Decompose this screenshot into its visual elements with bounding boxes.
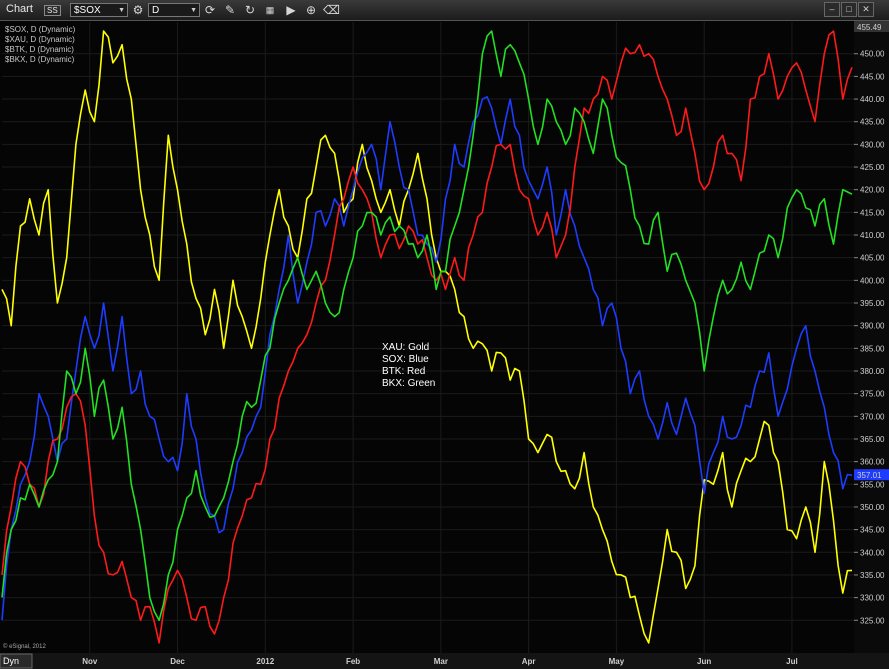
annotation-sox: SOX: Blue: [382, 354, 429, 365]
time-tick-label: Nov: [82, 657, 98, 666]
price-tick-label: 450.00: [860, 50, 885, 59]
zoom-icon[interactable]: ⊕: [305, 3, 317, 17]
last-value-label: 357.01: [857, 471, 882, 480]
time-tick-label: Mar: [434, 657, 448, 666]
price-tick-label: 385.00: [860, 344, 885, 353]
top-price-badge: [854, 21, 889, 32]
top-price-label: 455.49: [857, 23, 882, 32]
play-icon[interactable]: ▶: [286, 3, 296, 17]
price-tick-label: 390.00: [860, 322, 885, 331]
last-value-badge: [854, 469, 889, 481]
close-button[interactable]: ✕: [858, 2, 874, 17]
price-tick-label: 375.00: [860, 390, 885, 399]
legend-item-bkx: $BKX, D (Dynamic): [5, 55, 75, 64]
time-tick-label: Jul: [786, 657, 798, 666]
series-line-btk: [1, 30, 853, 644]
window-badge: SS: [44, 5, 61, 16]
price-tick-label: 430.00: [860, 140, 885, 149]
legend-item-sox: $SOX, D (Dynamic): [5, 25, 76, 34]
refresh-icon[interactable]: ⟳: [204, 3, 216, 17]
eraser-icon[interactable]: ⌫: [323, 3, 340, 17]
series-lines: [1, 30, 853, 644]
price-tick-label: 335.00: [860, 571, 885, 580]
cycle-icon[interactable]: ↻: [244, 3, 256, 17]
price-tick-label: 365.00: [860, 435, 885, 444]
legend: $SOX, D (Dynamic) $XAU, D (Dynamic) $BTK…: [5, 25, 76, 64]
symbol-value: $SOX: [74, 5, 101, 16]
price-axis[interactable]: [854, 21, 889, 653]
price-tick-label: 355.00: [860, 480, 885, 489]
price-tick-label: 360.00: [860, 458, 885, 467]
time-tick-label: Apr: [522, 657, 536, 666]
pencil-icon[interactable]: ✎: [224, 3, 236, 17]
copyright-text: © eSignal, 2012: [3, 643, 46, 650]
price-tick-label: 405.00: [860, 254, 885, 263]
symbol-combo[interactable]: $SOX ▼: [70, 3, 128, 17]
grid-icon[interactable]: ▦: [265, 5, 275, 15]
price-tick-label: 445.00: [860, 72, 885, 81]
annotation-xau: XAU: Gold: [382, 342, 429, 353]
annotation-bkx: BKX: Green: [382, 378, 435, 389]
chevron-down-icon: ▼: [190, 7, 197, 14]
interval-combo[interactable]: D ▼: [148, 3, 200, 17]
time-tick-label: Jun: [697, 657, 711, 666]
dyn-button[interactable]: [0, 653, 33, 669]
window-title: Chart: [6, 3, 33, 15]
time-tick-label: Feb: [346, 657, 360, 666]
restore-button[interactable]: □: [841, 2, 857, 17]
price-tick-label: 370.00: [860, 412, 885, 421]
price-tick-label: 350.00: [860, 503, 885, 512]
time-axis[interactable]: [0, 653, 889, 669]
price-tick-label: 325.00: [860, 616, 885, 625]
chevron-down-icon: ▼: [118, 7, 125, 14]
price-tick-label: 340.00: [860, 548, 885, 557]
series-line-bkx: [1, 30, 853, 622]
dyn-label: Dyn: [3, 656, 19, 666]
price-tick-label: 395.00: [860, 299, 885, 308]
price-tick-label: 440.00: [860, 95, 885, 104]
time-tick-label: 2012: [256, 657, 274, 666]
legend-item-btk: $BTK, D (Dynamic): [5, 45, 74, 54]
price-tick-label: 330.00: [860, 594, 885, 603]
plot-area: [0, 21, 854, 653]
minimize-button[interactable]: –: [824, 2, 840, 17]
time-tick-label: May: [609, 657, 625, 666]
price-tick-label: 380.00: [860, 367, 885, 376]
time-tick-label: Dec: [170, 657, 185, 666]
series-line-xau: [1, 30, 853, 644]
interval-value: D: [152, 5, 160, 16]
price-tick-label: 400.00: [860, 276, 885, 285]
price-tick-label: 435.00: [860, 118, 885, 127]
series-line-sox: [1, 96, 853, 621]
price-tick-label: 425.00: [860, 163, 885, 172]
price-tick-label: 420.00: [860, 186, 885, 195]
price-tick-label: 345.00: [860, 526, 885, 535]
annotation-btk: BTK: Red: [382, 366, 425, 377]
price-ticks: 325.00 330.00 335.00 340.00 345.00 350.00 355.…: [854, 50, 885, 625]
legend-item-xau: $XAU, D (Dynamic): [5, 35, 75, 44]
price-tick-label: 410.00: [860, 231, 885, 240]
link-icon[interactable]: ⚙: [132, 3, 144, 17]
annotation-box: XAU: Gold SOX: Blue BTK: Red BKX: Green: [382, 342, 435, 389]
price-tick-label: 415.00: [860, 208, 885, 217]
time-ticks: Nov Dec 2012 Feb Mar Apr May Jun Jul: [82, 657, 798, 666]
window-titlebar: Chart SS $SOX ▼ ⚙ D ▼ ⟳ ✎ ↻ ▦ ▶ ⊕ ⌫ – □ …: [0, 0, 889, 21]
